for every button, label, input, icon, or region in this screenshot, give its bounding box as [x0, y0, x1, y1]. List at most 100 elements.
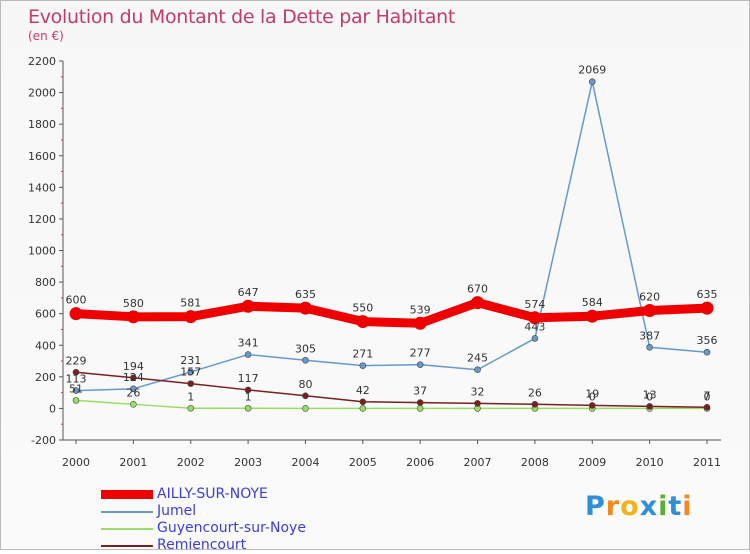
y-tick-label: 1800: [28, 118, 56, 131]
data-point: [72, 397, 80, 404]
legend-swatch-ailly: [101, 490, 153, 499]
x-tick-label: 2001: [119, 456, 147, 469]
data-point: [302, 356, 309, 364]
data-label: 117: [238, 372, 259, 385]
data-point: [130, 385, 137, 393]
data-point: [130, 401, 137, 408]
data-label: 1: [187, 390, 194, 403]
data-label: 635: [295, 288, 316, 301]
data-label: 574: [524, 298, 545, 311]
y-tick-label: 800: [35, 276, 56, 289]
data-point: [244, 404, 252, 412]
data-label: 277: [410, 347, 431, 360]
data-label: 124: [123, 371, 144, 384]
legend-label-guyencourt: Guyencourt-sur-Noye: [157, 520, 306, 536]
data-label: 245: [467, 352, 488, 365]
data-point: [130, 374, 137, 382]
x-tick-label: 2000: [62, 456, 90, 469]
data-label: 113: [66, 373, 87, 386]
data-point: [646, 403, 653, 410]
y-tick-label: 0: [49, 402, 56, 415]
proxiti-logo: Proxiti: [585, 491, 693, 522]
data-label: 620: [639, 291, 660, 304]
logo-letter: o: [620, 491, 640, 522]
data-label: 550: [352, 302, 373, 315]
x-tick-label: 2002: [177, 456, 205, 469]
chart-subtitle: (en €): [28, 29, 64, 43]
data-label: 37: [413, 385, 427, 398]
x-tick-label: 2005: [349, 456, 377, 469]
data-label: 539: [410, 303, 431, 316]
series-line-ailly-sur-noye: [71, 298, 712, 328]
data-point: [416, 399, 424, 406]
x-tick-label: 2008: [521, 456, 549, 469]
data-point: [244, 351, 252, 358]
data-label: 600: [66, 294, 87, 307]
data-label: 341: [238, 337, 259, 350]
data-label: 229: [66, 354, 87, 367]
data-label: 356: [697, 334, 718, 347]
data-point: [72, 387, 80, 394]
data-point: [302, 392, 309, 400]
data-point: [69, 307, 83, 321]
data-label: 32: [471, 385, 485, 398]
data-point: [184, 310, 198, 324]
data-point: [703, 348, 711, 356]
data-label: 0: [646, 390, 653, 403]
data-point: [646, 344, 653, 351]
data-point: [72, 368, 80, 376]
series-line-guyencourt-sur-noye: [75, 399, 708, 410]
y-tick-label: 2000: [28, 87, 56, 100]
data-point: [531, 401, 539, 408]
data-point: [413, 316, 427, 330]
data-point: [474, 366, 481, 374]
data-label: 13: [643, 388, 657, 401]
data-label: 580: [123, 297, 144, 310]
data-label: 51: [69, 382, 83, 395]
data-label: 670: [467, 283, 488, 296]
x-tick-label: 2003: [234, 456, 262, 469]
data-point: [531, 335, 539, 342]
data-point: [302, 405, 309, 412]
data-label: 157: [180, 366, 201, 379]
data-label: 0: [589, 390, 596, 403]
series-line-jumel: [75, 80, 708, 392]
data-label: 584: [582, 296, 603, 309]
data-label: 647: [238, 286, 259, 299]
logo-letter: P: [585, 491, 606, 522]
data-label: 26: [126, 386, 140, 399]
data-point: [528, 311, 542, 325]
data-label: 443: [524, 320, 545, 333]
data-point: [356, 315, 370, 329]
data-point: [588, 402, 596, 409]
chart-title: Evolution du Montant de la Dette par Hab…: [28, 6, 456, 28]
y-tick-label: -200: [31, 434, 56, 447]
data-point: [241, 299, 255, 313]
x-tick-label: 2011: [693, 456, 721, 469]
logo-letter: r: [605, 491, 621, 522]
y-tick-label: 1000: [28, 245, 56, 258]
data-point: [416, 405, 424, 412]
data-label: 635: [697, 288, 718, 301]
data-label: 581: [180, 297, 201, 310]
data-point: [187, 368, 195, 376]
data-label: 7: [704, 389, 711, 402]
legend-label-jumel: Jumel: [157, 503, 197, 519]
logo-letter: i: [658, 491, 669, 522]
legend-swatch-guyencourt: [101, 528, 153, 530]
data-point: [359, 362, 367, 369]
y-tick-label: 200: [35, 371, 56, 384]
y-tick-label: 600: [35, 308, 56, 321]
data-point: [703, 404, 711, 411]
data-point: [126, 310, 140, 324]
series-line-remiencourt: [75, 371, 708, 409]
data-label: 305: [295, 342, 316, 355]
data-point: [359, 398, 367, 406]
legend-label-remiencourt: Remiencourt: [157, 537, 247, 553]
y-tick-label: 1600: [28, 150, 56, 163]
logo-letter: t: [668, 491, 683, 522]
data-point: [244, 386, 252, 394]
x-tick-label: 2004: [291, 456, 319, 469]
data-label: 271: [352, 348, 373, 361]
